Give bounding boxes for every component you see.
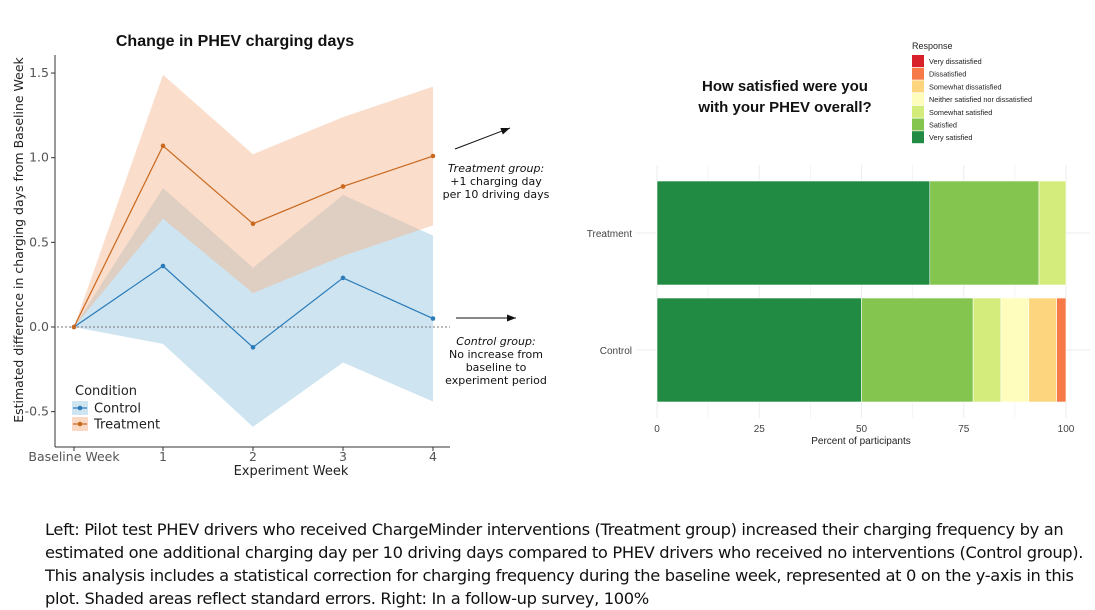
right-chart-title: How satisfied were you	[702, 78, 868, 95]
category-label: Treatment	[587, 229, 632, 240]
legend-label: Very satisfied	[929, 133, 972, 142]
x-tick-label: Baseline Week	[28, 449, 120, 464]
legend-label: Somewhat dissatisfied	[929, 82, 1002, 91]
legend-swatch	[912, 93, 924, 106]
bar-segment-control	[1000, 297, 1030, 403]
legend-swatch	[912, 67, 924, 80]
error-band-treatment	[74, 74, 433, 327]
data-point-treatment	[250, 221, 256, 227]
legend-label: Satisfied	[929, 121, 957, 130]
legend-swatch	[912, 105, 924, 118]
y-tick-label: 0.5	[29, 234, 49, 249]
y-tick-label: 0.0	[29, 319, 49, 334]
bar-segment-control	[1028, 297, 1057, 403]
x-axis-title: Percent of participants	[811, 436, 911, 447]
x-tick-label: 2	[249, 449, 257, 464]
bar-segment-treatment	[1038, 180, 1067, 286]
right-chart-title: with your PHEV overall?	[697, 99, 871, 116]
legend-swatch	[912, 131, 924, 144]
y-tick-label: 1.0	[29, 150, 49, 165]
data-point-treatment	[71, 324, 77, 330]
x-tick-label: 3	[339, 449, 347, 464]
annotation-title: Treatment group:	[448, 162, 544, 175]
legend-title: Response	[912, 41, 953, 51]
bar-segment-control	[861, 297, 974, 403]
data-point-treatment	[160, 143, 166, 149]
legend-label-treatment: Treatment	[93, 418, 160, 433]
treatment-arrow	[454, 127, 511, 150]
bar-segment-control	[1056, 297, 1067, 403]
annotation-line: experiment period	[445, 374, 547, 387]
legend-swatch	[912, 55, 924, 67]
annotation-line: +1 charging day	[450, 175, 542, 188]
annotation-line: No increase from	[449, 348, 543, 361]
legend-label: Neither satisfied nor dissatisfied	[929, 95, 1032, 104]
bar-segment-control	[972, 297, 1002, 403]
annotation-title: Control group:	[456, 335, 535, 348]
figure-caption: Left: Pilot test PHEV drivers who receiv…	[45, 520, 1084, 608]
legend-label: Very dissatisfied	[929, 57, 982, 66]
error-band-control	[74, 188, 433, 427]
control-arrow-head	[507, 314, 516, 322]
x-tick-label: 0	[654, 424, 660, 435]
legend-key-point	[77, 405, 83, 411]
y-axis-title: Estimated difference in charging days fr…	[11, 56, 26, 422]
annotation-line: per 10 driving days	[443, 188, 550, 201]
data-point-control	[250, 345, 256, 350]
data-point-control	[340, 275, 346, 281]
x-tick-label: 25	[754, 424, 766, 435]
y-tick-label: 1.5	[29, 65, 49, 80]
data-point-treatment	[430, 153, 436, 159]
y-tick-label: -0.5	[25, 404, 49, 419]
x-tick-label: 75	[958, 424, 970, 435]
left-chart-title: Change in PHEV charging days	[116, 33, 354, 50]
data-point-treatment	[340, 184, 346, 189]
treatment-arrow-head	[500, 127, 510, 135]
data-point-control	[430, 316, 436, 321]
legend-swatch	[912, 118, 924, 131]
x-tick-label: 100	[1058, 424, 1075, 435]
legend-key-point	[77, 421, 83, 427]
data-point-control	[160, 263, 166, 269]
legend-label-control: Control	[94, 402, 141, 417]
legend-label: Somewhat satisfied	[929, 108, 992, 117]
x-tick-label: 1	[159, 449, 167, 464]
legend-label: Dissatisfied	[929, 70, 966, 79]
legend-title: Condition	[75, 384, 137, 399]
category-label: Control	[600, 346, 632, 357]
bar-segment-treatment	[929, 180, 1040, 286]
x-tick-label: 4	[429, 449, 437, 464]
annotation-line: baseline to	[466, 361, 527, 374]
x-axis-title: Experiment Week	[234, 464, 349, 479]
bar-segment-control	[656, 297, 862, 403]
bar-segment-treatment	[656, 180, 931, 286]
legend-swatch	[912, 80, 924, 93]
x-tick-label: 50	[856, 424, 868, 435]
